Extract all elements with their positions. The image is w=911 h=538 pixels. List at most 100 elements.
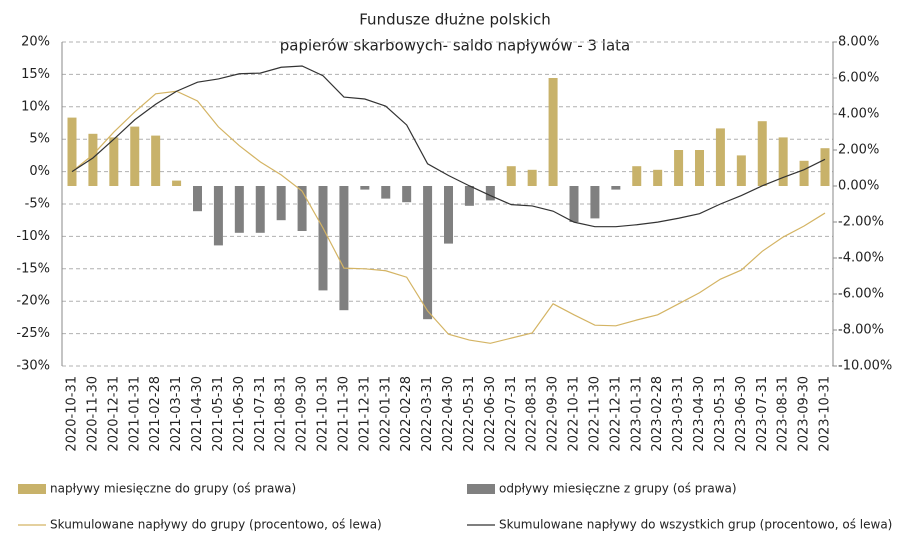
bar	[590, 186, 600, 219]
bar	[695, 150, 704, 186]
legend-label: napływy miesięczne do grupy (oś prawa)	[50, 482, 296, 496]
bar	[297, 186, 307, 231]
bar	[130, 126, 140, 186]
x-tick-label: 2021-12-31	[357, 376, 372, 452]
legend: napływy miesięczne do grupy (oś prawa) od…	[18, 482, 892, 532]
x-tick-label: 2021-01-31	[127, 376, 142, 452]
y-tick-label: 5%	[29, 132, 50, 147]
x-tick-label: 2022-08-31	[525, 376, 540, 452]
x-tick-label: 2022-06-30	[483, 376, 498, 452]
y-tick-label: 20%	[21, 35, 50, 50]
bar	[715, 128, 725, 186]
line	[71, 90, 826, 344]
y-tick-label: -20%	[16, 294, 50, 309]
bar	[485, 186, 495, 201]
y2-tick-label: -4.00%	[838, 251, 884, 266]
bar	[778, 137, 788, 186]
bar	[444, 186, 453, 244]
y-tick-label: -30%	[16, 359, 50, 374]
x-tick-label: 2021-10-31	[316, 376, 331, 452]
bar	[88, 133, 98, 186]
bar	[276, 186, 286, 221]
bar	[109, 137, 119, 186]
bar	[506, 166, 516, 186]
x-tick-label: 2022-05-31	[462, 376, 477, 452]
chart-title: Fundusze dłużne polskich	[359, 11, 551, 29]
x-tick-label: 2020-10-31	[65, 376, 80, 452]
y2-tick-label: -6.00%	[838, 287, 884, 302]
x-tick-label: 2022-07-31	[504, 376, 519, 452]
bar	[255, 186, 265, 233]
legend-label: odpływy miesięczne z grupy (oś prawa)	[499, 482, 737, 496]
bar	[674, 150, 684, 186]
bar	[151, 135, 161, 186]
bar	[360, 186, 370, 190]
bar	[381, 186, 391, 199]
x-tick-label: 2022-11-30	[587, 376, 602, 452]
x-tick-label: 2022-02-28	[399, 376, 414, 452]
x-tick-label: 2023-05-31	[713, 376, 728, 452]
x-tick-label: 2023-04-30	[692, 376, 707, 452]
x-tick-label: 2021-03-31	[169, 376, 184, 452]
y2-tick-label: 8.00%	[838, 35, 879, 50]
bar	[423, 186, 433, 320]
x-tick-label: 2023-08-31	[776, 376, 791, 452]
line	[71, 65, 826, 228]
x-tick-label: 2021-05-31	[211, 376, 226, 452]
y-tick-label: -25%	[16, 326, 50, 341]
y-tick-label: 10%	[21, 99, 50, 114]
x-tick-label: 2023-06-30	[734, 376, 749, 452]
x-tick-label: 2023-07-31	[755, 376, 770, 452]
y2-tick-label: -2.00%	[838, 215, 884, 230]
chart-title: papierów skarbowych- saldo napływów - 3 …	[280, 37, 630, 55]
bar	[527, 169, 537, 186]
bar	[799, 160, 809, 186]
y-tick-label: -10%	[16, 229, 50, 244]
legend-label: Skumulowane napływy do grupy (procentowo…	[50, 518, 382, 532]
bar	[757, 121, 767, 186]
y2-tick-label: 2.00%	[838, 143, 879, 158]
x-tick-label: 2023-01-31	[629, 376, 644, 452]
legend-swatch	[18, 484, 46, 494]
bar	[402, 186, 412, 203]
bar	[172, 180, 182, 186]
x-tick-label: 2023-10-31	[818, 376, 833, 452]
y2-tick-label: 6.00%	[838, 71, 879, 86]
bar	[193, 186, 202, 212]
x-tick-label: 2021-04-30	[190, 376, 205, 452]
bar	[611, 186, 621, 190]
bar	[548, 78, 558, 186]
bar	[653, 169, 663, 186]
x-tick-label: 2021-07-31	[253, 376, 268, 452]
y-tick-label: -15%	[16, 261, 50, 276]
y2-tick-label: 4.00%	[838, 107, 879, 122]
x-tick-label: 2022-10-31	[567, 376, 582, 452]
x-tick-label: 2020-12-31	[106, 376, 121, 452]
x-tick-label: 2021-06-30	[232, 376, 247, 452]
bar	[464, 186, 474, 206]
x-tick-label: 2023-09-30	[797, 376, 812, 452]
x-tick-label: 2022-03-31	[420, 376, 435, 452]
bar	[213, 186, 223, 246]
x-tick-label: 2021-09-30	[295, 376, 310, 452]
x-tick-label: 2022-01-31	[378, 376, 393, 452]
x-tick-label: 2022-09-30	[546, 376, 561, 452]
y2-tick-label: -8.00%	[838, 323, 884, 338]
x-tick-label: 2020-11-30	[85, 376, 100, 452]
bar	[339, 186, 349, 311]
x-tick-label: 2021-02-28	[148, 376, 163, 452]
bar	[234, 186, 244, 233]
x-tick-label: 2023-02-28	[650, 376, 665, 452]
bar	[67, 117, 77, 186]
y2-tick-label: 0.00%	[838, 179, 879, 194]
y-tick-label: -5%	[25, 197, 50, 212]
legend-swatch	[467, 484, 495, 494]
x-tick-label: 2023-03-31	[671, 376, 686, 452]
bar	[632, 166, 642, 186]
x-tick-label: 2021-11-30	[336, 376, 351, 452]
y-tick-label: 0%	[29, 164, 50, 179]
bar	[736, 155, 746, 186]
x-tick-label: 2022-04-30	[441, 376, 456, 452]
bar	[569, 186, 579, 222]
x-tick-label: 2021-08-31	[274, 376, 289, 452]
